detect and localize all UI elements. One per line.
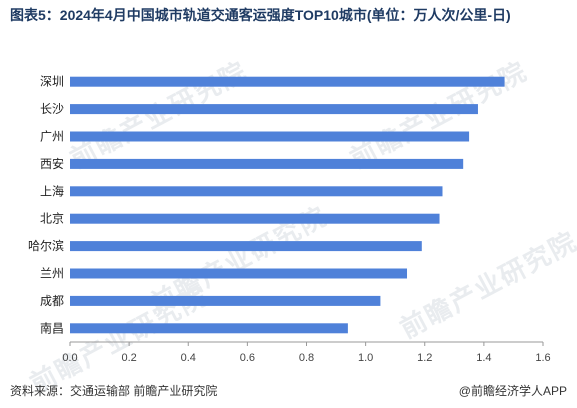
category-label: 上海 [40, 183, 64, 198]
bar-6 [70, 213, 440, 224]
x-tick-label: 0.6 [240, 352, 255, 364]
category-label: 哈尔滨 [28, 238, 64, 253]
bar-9 [70, 295, 381, 306]
source-note: 资料来源：交通运输部 前瞻产业研究院 [10, 384, 218, 398]
bar-4 [70, 158, 464, 169]
x-tick-label: 1.0 [358, 352, 373, 364]
x-tick-label: 1.2 [417, 352, 432, 364]
bar-8 [70, 268, 408, 279]
brand-label: @前瞻经济学人APP [458, 384, 567, 398]
x-tick-label: 0.8 [299, 352, 314, 364]
x-tick-labels: 0.0 0.2 0.4 0.6 0.8 1.0 1.2 1.4 1.6 [62, 342, 551, 364]
bar-5 [70, 186, 443, 197]
category-label: 南昌 [40, 320, 64, 335]
x-tick-label: 1.4 [476, 352, 491, 364]
chart-title: 图表5：2024年4月中国城市轨道交通客运强度TOP10城市(单位：万人次/公里… [10, 7, 511, 23]
bar-2 [70, 104, 478, 115]
bars-group [70, 76, 505, 334]
category-label: 广州 [40, 130, 64, 144]
category-label: 成都 [40, 294, 64, 308]
x-tick-label: 1.6 [535, 352, 550, 364]
category-label: 深圳 [40, 75, 64, 89]
x-tick-label: 0.2 [121, 352, 136, 364]
bar-3 [70, 131, 470, 142]
x-tick-label: 0.0 [62, 352, 77, 364]
x-tick-label: 0.4 [181, 352, 196, 364]
category-label: 长沙 [40, 102, 64, 116]
bar-7 [70, 241, 422, 252]
category-label: 西安 [40, 156, 64, 171]
bar-1 [70, 76, 505, 87]
category-label: 北京 [40, 212, 64, 226]
bar-10 [70, 323, 348, 334]
category-label: 兰州 [40, 267, 64, 281]
